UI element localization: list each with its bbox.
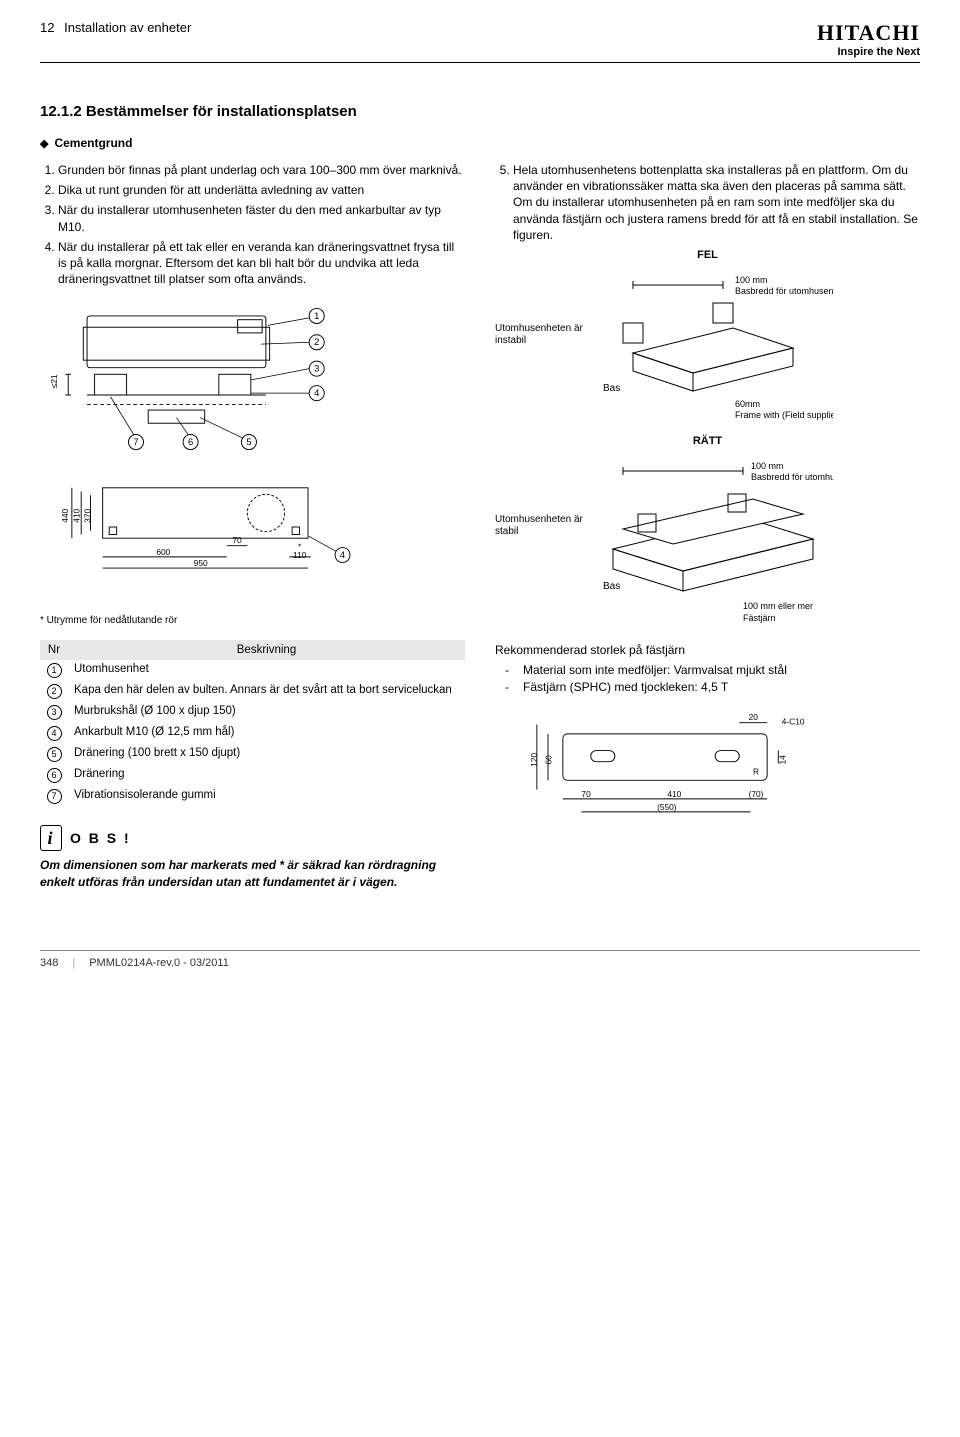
svg-text:60mm: 60mm xyxy=(735,399,760,409)
dims-caption: * Utrymme för nedåtlutande rör xyxy=(40,615,465,626)
svg-text:4: 4 xyxy=(340,550,345,560)
figure-fel: Utomhusenheten är instabil 100 mm xyxy=(495,273,920,423)
svg-text:Basbredd för utomhusenhet: Basbredd för utomhusenhet xyxy=(751,472,833,482)
svg-text:14: 14 xyxy=(778,755,788,765)
th-nr: Nr xyxy=(40,640,68,660)
svg-text:440: 440 xyxy=(60,509,70,523)
page-title: 12.1.2 Bestämmelser för installationspla… xyxy=(40,103,920,120)
ratt-svg: 100 mm Basbredd för utomhusenhet Bas 100… xyxy=(593,459,833,629)
list-item: Dika ut runt grunden för att underlätta … xyxy=(58,182,465,198)
svg-text:Bas: Bas xyxy=(603,383,620,394)
svg-text:6: 6 xyxy=(188,436,193,447)
svg-text:R: R xyxy=(753,767,759,777)
description-table: Nr Beskrivning 1Utomhusenhet 2Kapa den h… xyxy=(40,640,465,807)
svg-text:Bas: Bas xyxy=(603,581,620,592)
svg-text:100 mm eller mer: 100 mm eller mer xyxy=(743,601,813,611)
svg-text:3: 3 xyxy=(314,363,319,374)
fel-title: FEL xyxy=(495,249,920,261)
svg-text:70: 70 xyxy=(581,789,591,799)
svg-text:370: 370 xyxy=(83,509,93,523)
left-column: Grunden bör finnas på plant underlag och… xyxy=(40,162,465,890)
svg-text:100 mm: 100 mm xyxy=(735,275,768,285)
svg-text:5: 5 xyxy=(246,436,251,447)
svg-text:70: 70 xyxy=(232,535,242,545)
fel-svg: 100 mm Basbredd för utomhusenhet Bas 60m… xyxy=(593,273,833,423)
fel-instabil: Utomhusenheten är instabil xyxy=(495,273,585,347)
table-row: 5Dränering (100 brett x 150 djupt) xyxy=(40,744,465,765)
svg-text:60: 60 xyxy=(544,755,554,765)
svg-text:410: 410 xyxy=(667,789,681,799)
svg-text:(70): (70) xyxy=(749,789,764,799)
table-row: 2Kapa den här delen av bulten. Annars är… xyxy=(40,681,465,702)
table-row: 1Utomhusenhet xyxy=(40,660,465,681)
list-item: När du installerar utomhusenheten fäster… xyxy=(58,202,465,234)
dimensions-svg: 440 410 370 70 600 950 * 110 4 xyxy=(40,471,380,611)
svg-text:100 mm: 100 mm xyxy=(751,461,784,471)
steel-svg: 20 4-C10 60 120 14 R 70 410 (70) (550) xyxy=(495,706,835,836)
svg-text:Basbredd för utomhusenhet: Basbredd för utomhusenhet xyxy=(735,286,833,296)
svg-text:950: 950 xyxy=(194,559,208,569)
left-numbered-list: Grunden bör finnas på plant underlag och… xyxy=(40,162,465,287)
subheading: Cementgrund xyxy=(40,136,920,150)
dim-21: ≤21 xyxy=(49,374,59,388)
main-columns: Grunden bör finnas på plant underlag och… xyxy=(40,162,920,890)
svg-text:1: 1 xyxy=(314,310,319,321)
svg-text:7: 7 xyxy=(133,436,138,447)
table-row: 3Murbrukshål (Ø 100 x djup 150) xyxy=(40,702,465,723)
table-row: 6Dränering xyxy=(40,765,465,786)
obs-block: i O B S ! Om dimensionen som har markera… xyxy=(40,825,465,889)
right-column: Hela utomhusenhetens bottenplatta ska in… xyxy=(495,162,920,890)
right-numbered-list: Hela utomhusenhetens bottenplatta ska in… xyxy=(495,162,920,243)
svg-text:410: 410 xyxy=(71,509,81,523)
svg-text:4-C10: 4-C10 xyxy=(782,717,805,727)
footer-doc: PMML0214A-rev.0 - 03/2011 xyxy=(89,957,229,969)
footer-page: 348 xyxy=(40,957,58,969)
brand-tagline: Inspire the Next xyxy=(817,46,920,58)
page-header: 12 Installation av enheter HITACHI Inspi… xyxy=(40,20,920,63)
list-item: Grunden bör finnas på plant underlag och… xyxy=(58,162,465,178)
rec-heading: Rekommenderad storlek på fästjärn xyxy=(495,643,920,657)
brand-block: HITACHI Inspire the Next xyxy=(817,20,920,58)
svg-text:110: 110 xyxy=(293,550,307,560)
svg-text:600: 600 xyxy=(156,547,170,557)
section-label: 12 Installation av enheter xyxy=(40,20,191,35)
svg-text:20: 20 xyxy=(749,712,759,722)
figure-dimensions: 440 410 370 70 600 950 * 110 4 * Utrymme… xyxy=(40,471,465,626)
svg-text:Fästjärn: Fästjärn xyxy=(743,613,776,623)
ratt-stabil: Utomhusenheten är stabil xyxy=(495,459,585,538)
figure-unit-foundation: ≤21 1 2 3 4 5 6 7 xyxy=(40,299,465,459)
svg-text:4: 4 xyxy=(314,387,319,398)
page-footer: 348 | PMML0214A-rev.0 - 03/2011 xyxy=(40,950,920,969)
obs-label: O B S ! xyxy=(70,830,131,846)
info-icon: i xyxy=(40,825,62,851)
section-title: Installation av enheter xyxy=(64,20,191,35)
obs-heading: i O B S ! xyxy=(40,825,465,851)
unit-foundation-svg: ≤21 1 2 3 4 5 6 7 xyxy=(40,299,360,459)
svg-text:2: 2 xyxy=(314,336,319,347)
table-row: 4Ankarbult M10 (Ø 12,5 mm hål) xyxy=(40,723,465,744)
th-desc: Beskrivning xyxy=(68,640,465,660)
brand-name: HITACHI xyxy=(817,20,920,46)
list-item: Hela utomhusenhetens bottenplatta ska in… xyxy=(513,162,920,243)
rec-list: Material som inte medföljer: Varmvalsat … xyxy=(495,663,920,694)
rec-item: Material som inte medföljer: Varmvalsat … xyxy=(523,663,920,677)
figure-steel-bracket: 20 4-C10 60 120 14 R 70 410 (70) (550) xyxy=(495,706,920,836)
svg-text:Frame with (Field supplied): Frame with (Field supplied) xyxy=(735,410,833,420)
figure-ratt: Utomhusenheten är stabil xyxy=(495,459,920,629)
svg-text:(550): (550) xyxy=(657,802,677,812)
rec-item: Fästjärn (SPHC) med tjockleken: 4,5 T xyxy=(523,680,920,694)
page-number-top: 12 xyxy=(40,20,54,35)
obs-text: Om dimensionen som har markerats med * ä… xyxy=(40,857,465,889)
ratt-title: RÄTT xyxy=(495,435,920,447)
list-item: När du installerar på ett tak eller en v… xyxy=(58,239,465,288)
table-row: 7Vibrationsisolerande gummi xyxy=(40,786,465,807)
svg-text:120: 120 xyxy=(529,752,539,766)
